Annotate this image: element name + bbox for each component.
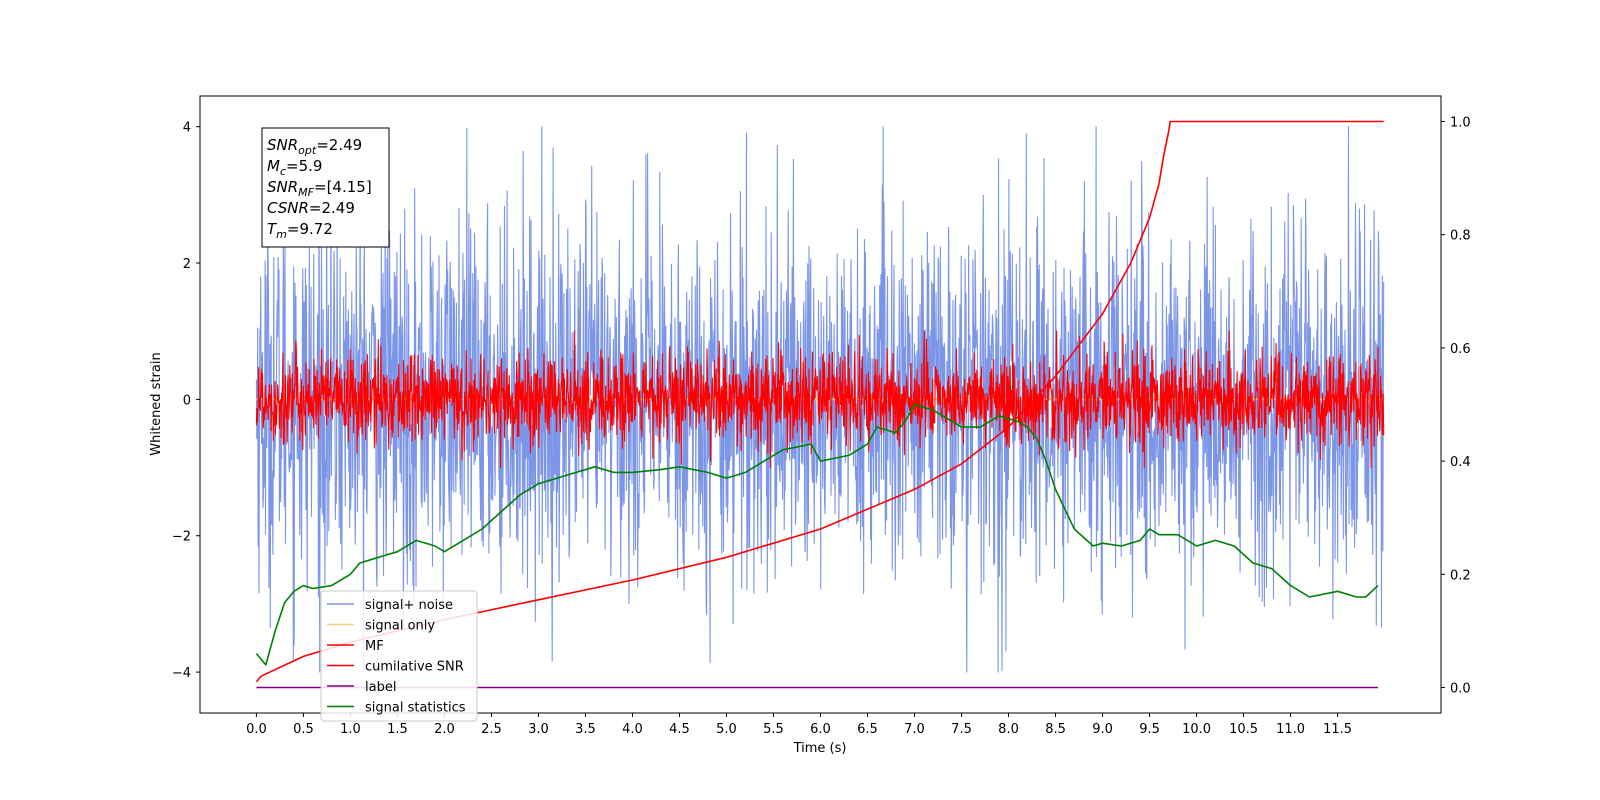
x-tick-label: 5.0	[716, 722, 737, 737]
annotation-line: Tm=9.72	[267, 220, 333, 241]
x-tick-label: 3.0	[528, 722, 549, 737]
annotation-subscript: opt	[298, 144, 317, 157]
y-right-tick-label: 0.2	[1450, 568, 1471, 583]
annotation-symbol: CSNR	[267, 199, 309, 217]
annotation-symbol: M	[267, 157, 280, 175]
x-tick-label: 7.5	[951, 722, 972, 737]
x-axis-label: Time (s)	[793, 741, 847, 756]
y-left-tick-label: 4	[183, 121, 191, 136]
legend: signal+ noise signal only MF cumilative SNR…	[320, 590, 478, 722]
x-tick-label: 9.0	[1092, 722, 1113, 737]
series-signal-statistics-line	[255, 403, 1379, 666]
annotation-symbol: T	[267, 220, 278, 238]
legend-label: signal+ noise	[365, 598, 453, 613]
y-left-tick-label: 2	[183, 257, 191, 272]
x-tick-label: 2.0	[434, 722, 455, 737]
series-signal-noise-line	[255, 126, 1385, 673]
annotation-box: SNRopt=2.49Mc=5.9SNRMF=[4.15]CSNR=2.49Tm…	[261, 127, 390, 248]
annotation-value: =5.9	[286, 157, 322, 175]
annotation-value: =[4.15]	[314, 178, 372, 196]
x-tick-label: 1.0	[340, 722, 361, 737]
y-left-tick-label: −4	[172, 666, 191, 681]
annotation-symbol: SNR	[267, 136, 298, 154]
legend-label: MF	[365, 639, 384, 654]
y-right-tick-label: 0.4	[1450, 455, 1471, 470]
x-tick-label: 8.0	[998, 722, 1019, 737]
x-tick-label: 0.5	[293, 722, 314, 737]
series-mf-line	[255, 330, 1385, 469]
y-axis-label-left: Whitened strain	[149, 352, 164, 455]
annotation-value: =2.49	[316, 136, 362, 154]
x-tick-label: 11.0	[1276, 722, 1305, 737]
y-left-tick-label: −2	[172, 530, 191, 545]
annotation-subscript: m	[276, 228, 287, 241]
legend-label: signal statistics	[365, 701, 466, 716]
annotation-value: =9.72	[287, 220, 333, 238]
annotation-line: CSNR=2.49	[267, 199, 355, 217]
x-tick-label: 7.0	[904, 722, 925, 737]
x-tick-label: 6.0	[810, 722, 831, 737]
x-tick-label: 11.5	[1323, 722, 1352, 737]
y-right-tick-label: 0.8	[1450, 229, 1471, 244]
legend-frame	[320, 590, 478, 722]
y-right-tick-label: 1.0	[1450, 115, 1471, 130]
annotation-line: Mc=5.9	[267, 157, 322, 178]
x-tick-label: 6.5	[857, 722, 878, 737]
annotation-value: =2.49	[309, 199, 355, 217]
x-tick-label: 10.5	[1229, 722, 1258, 737]
legend-label: signal only	[365, 619, 435, 634]
annotation-subscript: c	[280, 165, 286, 178]
x-tick-label: 0.0	[246, 722, 267, 737]
x-tick-label: 4.5	[669, 722, 690, 737]
annotation-frame	[261, 127, 390, 248]
x-tick-label: 10.0	[1182, 722, 1211, 737]
y-right-tick-label: 0.0	[1450, 682, 1471, 697]
annotation-symbol: SNR	[267, 178, 298, 196]
x-tick-label: 4.0	[622, 722, 643, 737]
y-axis-right: 1.0 0.8 0.6 0.4 0.2 0.0	[1441, 115, 1471, 697]
x-tick-label: 1.5	[387, 722, 408, 737]
x-axis: 0.0 0.5 1.0 1.5 2.0 2.5 3.0 3.5 4.0 4.5 5.0 5.5 6.0 6…	[246, 713, 1352, 737]
x-tick-label: 5.5	[763, 722, 784, 737]
y-axis-left: 4 2 0 −2 −4	[172, 121, 200, 681]
x-tick-label: 9.5	[1139, 722, 1160, 737]
legend-label: label	[365, 680, 396, 695]
annotation-line: SNRopt=2.49	[267, 136, 362, 157]
x-tick-label: 8.5	[1045, 722, 1066, 737]
y-left-tick-label: 0	[183, 393, 191, 408]
x-tick-label: 3.5	[575, 722, 596, 737]
annotation-subscript: MF	[298, 186, 314, 199]
x-tick-label: 2.5	[481, 722, 502, 737]
annotation-line: SNRMF=[4.15]	[267, 178, 372, 199]
y-right-tick-label: 0.6	[1450, 342, 1471, 357]
legend-label: cumilative SNR	[365, 660, 464, 675]
